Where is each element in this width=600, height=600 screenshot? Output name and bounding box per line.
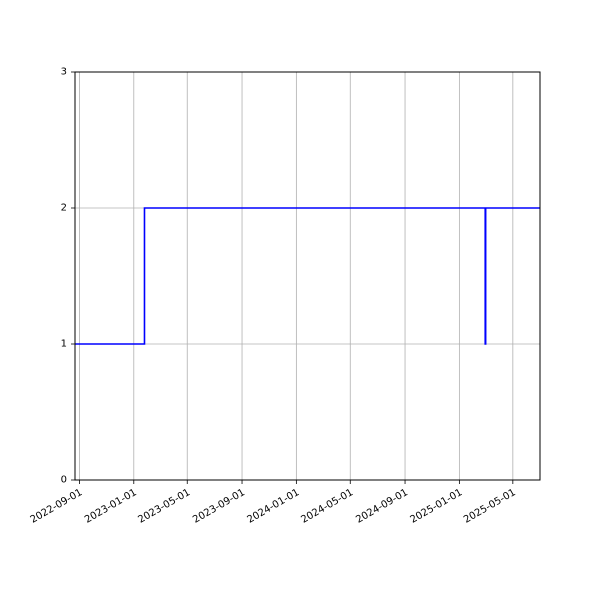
y-tick-label: 0: [61, 475, 67, 486]
series-line: [75, 207, 540, 345]
y-tick-label: 2: [61, 203, 67, 214]
y-tick-label: 1: [61, 339, 67, 350]
series-layer: [75, 207, 540, 345]
plot-frame: [74, 71, 541, 481]
y-tick-label: 3: [61, 67, 67, 78]
